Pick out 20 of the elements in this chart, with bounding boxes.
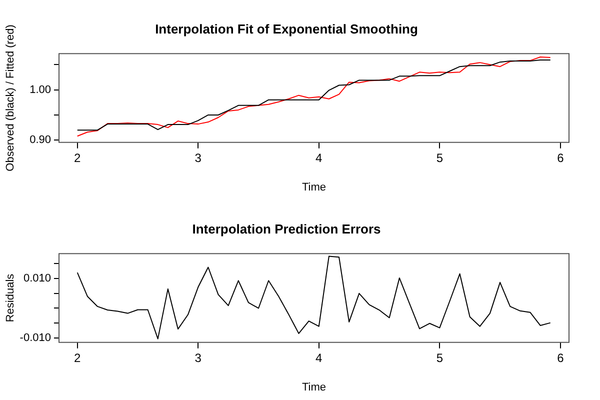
x-axis-title: Time [302, 181, 326, 194]
chart-title: Interpolation Fit of Exponential Smoothing [155, 21, 418, 36]
x-tick-label: 2 [74, 350, 82, 365]
x-tick-label: 2 [74, 150, 82, 165]
y-axis-title: Residuals [4, 273, 17, 322]
y-tick-label: 0.90 [30, 134, 51, 146]
y-tick-label: -0.010 [20, 332, 51, 344]
x-axis-title: Time [302, 381, 326, 394]
x-tick-label: 5 [436, 350, 444, 365]
x-tick-label: 3 [194, 350, 202, 365]
chart-title: Interpolation Prediction Errors [192, 221, 381, 236]
y-tick-label: 0.010 [23, 272, 51, 285]
x-tick-label: 6 [557, 350, 564, 365]
x-tick-label: 4 [316, 150, 323, 165]
x-tick-label: 3 [194, 150, 202, 165]
x-tick-label: 5 [436, 150, 444, 165]
x-tick-label: 4 [316, 350, 323, 365]
x-tick-label: 6 [557, 150, 564, 165]
y-tick-label: 1.00 [30, 84, 51, 96]
y-axis-title: Observed (black) / Fitted (red) [4, 24, 17, 172]
